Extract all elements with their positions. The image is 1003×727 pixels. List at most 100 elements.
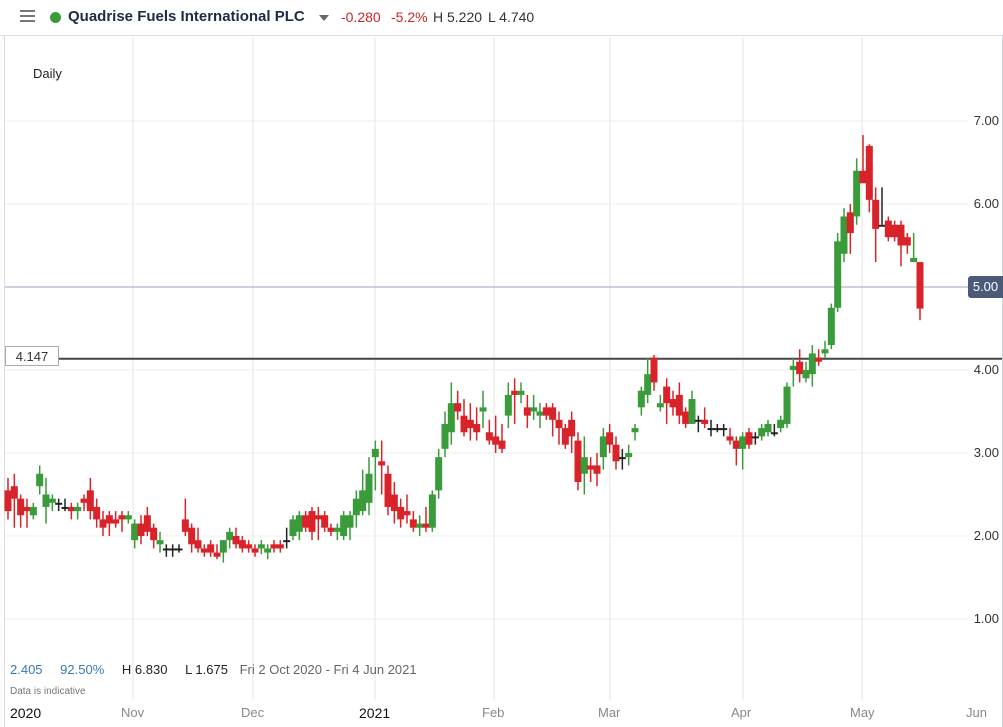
candle[interactable] [891,220,899,242]
candle[interactable] [859,135,867,184]
candle[interactable] [878,187,886,227]
candle[interactable] [606,423,614,453]
candle[interactable] [511,378,519,424]
candle[interactable] [865,144,873,213]
candle[interactable] [751,432,759,445]
candle[interactable] [675,382,683,424]
candle[interactable] [593,453,601,487]
candle[interactable] [175,544,183,553]
candle[interactable] [10,473,18,528]
candle[interactable] [758,423,766,441]
candle[interactable] [93,498,101,528]
candle[interactable] [504,382,512,429]
candle[interactable] [48,494,56,512]
candle[interactable] [314,506,322,541]
candle[interactable] [764,419,772,437]
candle[interactable] [523,394,531,429]
candle[interactable] [200,544,208,557]
candle[interactable] [302,511,310,532]
candle[interactable] [232,527,240,549]
candle[interactable] [903,233,911,254]
candle[interactable] [656,394,664,412]
instrument-title[interactable]: Quadrise Fuels International PLC [68,8,305,25]
candle[interactable] [352,490,360,528]
candle[interactable] [498,423,506,453]
candle[interactable] [80,494,88,512]
candle[interactable] [637,386,645,416]
candle[interactable] [422,506,430,532]
candle[interactable] [561,423,569,449]
candle[interactable] [321,511,329,532]
candle[interactable] [846,204,854,254]
candle[interactable] [29,502,37,520]
candle[interactable] [403,494,411,524]
candle[interactable] [555,411,563,445]
candle[interactable] [663,378,671,424]
candle[interactable] [428,490,436,532]
candle[interactable] [568,411,576,454]
candle[interactable] [112,511,120,528]
candle[interactable] [219,540,227,563]
candle[interactable] [67,502,75,520]
candle[interactable] [226,527,234,549]
candle[interactable] [137,515,145,545]
candle[interactable] [840,208,848,263]
candle[interactable] [910,233,918,263]
candle[interactable] [169,544,177,557]
candle[interactable] [549,403,557,437]
candle[interactable] [815,349,823,366]
candle[interactable] [618,448,626,470]
horizontal-line-tag[interactable]: 4.147 [5,346,59,366]
candle[interactable] [542,403,550,420]
candle[interactable] [397,498,405,528]
candle[interactable] [834,233,842,312]
candle[interactable] [612,436,620,470]
candle[interactable] [143,506,151,536]
candle[interactable] [150,523,158,549]
candle[interactable] [492,415,500,453]
candle[interactable] [340,511,348,541]
candle[interactable] [245,540,253,553]
candle[interactable] [384,465,392,516]
candle[interactable] [105,511,113,536]
candle[interactable] [365,457,373,516]
candle[interactable] [574,432,582,491]
candle[interactable] [732,436,740,466]
candle[interactable] [194,527,202,553]
candle[interactable] [625,444,633,466]
candle[interactable] [884,216,892,242]
candle[interactable] [99,511,107,536]
candle[interactable] [333,523,341,541]
candle[interactable] [720,423,728,437]
candle[interactable] [770,423,778,437]
candle[interactable] [264,544,272,560]
candle[interactable] [346,511,354,541]
candle[interactable] [872,187,880,263]
candle[interactable] [17,494,25,528]
candle[interactable] [745,428,753,449]
candle[interactable] [188,523,196,553]
candle[interactable] [4,477,12,520]
candle[interactable] [42,477,50,524]
candle[interactable] [238,536,246,553]
candle[interactable] [587,457,595,483]
candle[interactable] [599,428,607,470]
candle[interactable] [580,436,588,495]
candle[interactable] [707,419,715,437]
candle[interactable] [276,540,284,553]
interval-label[interactable]: Daily [33,66,62,81]
candle[interactable] [257,540,265,555]
candle[interactable] [118,511,126,532]
candle[interactable] [530,394,538,420]
candle[interactable] [726,428,734,445]
candle[interactable] [479,390,487,429]
candle[interactable] [435,448,443,499]
candle[interactable] [55,498,63,512]
candle[interactable] [783,382,791,429]
candle[interactable] [808,345,816,387]
candle[interactable] [631,423,639,441]
candle[interactable] [74,502,82,520]
candle[interactable] [650,355,658,391]
candle[interactable] [295,511,303,541]
candle[interactable] [485,419,493,445]
